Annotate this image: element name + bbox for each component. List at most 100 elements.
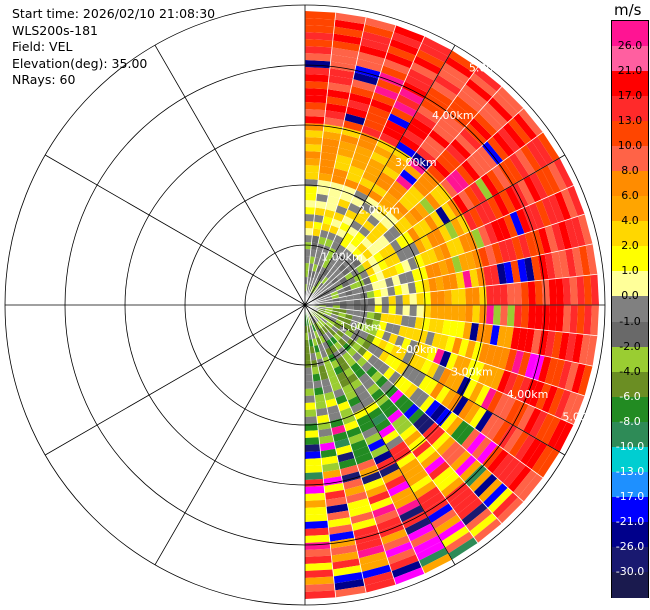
elevation-label: Elevation(deg): 35.00	[12, 55, 148, 71]
velocity-gate	[333, 333, 342, 342]
velocity-gate	[328, 411, 342, 422]
velocity-gate	[313, 315, 320, 322]
colorbar-segment	[612, 196, 648, 222]
velocity-gate	[323, 209, 336, 219]
velocity-gate	[452, 396, 469, 417]
velocity-gate	[305, 451, 322, 459]
velocity-gate	[326, 262, 334, 272]
velocity-gate	[402, 294, 410, 305]
velocity-gate	[384, 243, 396, 256]
velocity-gate	[465, 287, 473, 305]
velocity-gate	[395, 249, 408, 263]
velocity-gate	[325, 496, 348, 507]
velocity-gate	[316, 312, 324, 318]
velocity-gate	[378, 247, 390, 260]
velocity-gate	[354, 145, 374, 158]
velocity-gate	[524, 328, 535, 354]
velocity-gate	[329, 68, 355, 80]
velocity-gate	[403, 403, 420, 420]
velocity-gate	[343, 367, 355, 378]
velocity-gate	[409, 305, 417, 317]
velocity-gate	[504, 348, 518, 373]
velocity-gate	[375, 270, 385, 282]
velocity-gate	[489, 264, 500, 286]
velocity-gate	[350, 85, 375, 99]
velocity-gate	[413, 55, 442, 75]
velocity-gate	[305, 506, 327, 515]
colorbar-tick-label: -4.0	[619, 364, 641, 378]
velocity-gate	[436, 471, 460, 492]
velocity-gate	[585, 334, 598, 367]
velocity-gate	[496, 216, 512, 241]
velocity-gate	[305, 527, 330, 536]
velocity-gate	[305, 492, 326, 501]
velocity-gate	[439, 350, 452, 368]
colorbar-tick-label: 6.0	[621, 189, 639, 203]
velocity-gate	[387, 186, 404, 201]
velocity-gate	[346, 337, 356, 348]
velocity-gate	[337, 451, 355, 463]
velocity-gate	[319, 229, 329, 239]
velocity-gate	[445, 531, 474, 554]
velocity-gate	[364, 283, 374, 292]
velocity-gate	[357, 389, 371, 402]
velocity-gate	[305, 374, 314, 382]
velocity-gate	[361, 170, 379, 184]
velocity-gate	[329, 265, 338, 274]
velocity-gate	[408, 242, 421, 257]
velocity-gate	[370, 444, 389, 459]
velocity-gate	[577, 364, 593, 396]
velocity-gate	[338, 458, 357, 470]
velocity-gate	[462, 379, 478, 400]
azimuth-line	[304, 304, 566, 456]
azimuth-line	[304, 44, 456, 306]
velocity-gate	[305, 479, 325, 487]
velocity-gate	[326, 89, 351, 100]
velocity-gate	[400, 259, 412, 273]
velocity-gate	[327, 319, 336, 326]
velocity-gate	[408, 353, 421, 368]
velocity-gate	[480, 413, 499, 437]
velocity-gate	[305, 381, 314, 389]
velocity-gate	[344, 113, 366, 126]
colorbar-segment	[612, 396, 648, 423]
velocity-gate	[305, 53, 332, 62]
velocity-gate	[371, 263, 382, 274]
velocity-gate	[571, 363, 586, 394]
velocity-gate	[465, 507, 493, 532]
velocity-gate	[309, 310, 315, 317]
velocity-gate	[487, 136, 509, 161]
velocity-gate	[438, 259, 449, 276]
velocity-gate	[305, 74, 330, 83]
velocity-gate	[450, 420, 470, 441]
velocity-gate	[364, 401, 380, 415]
velocity-gate	[318, 298, 326, 303]
velocity-gate	[389, 38, 419, 56]
velocity-gate	[370, 388, 385, 402]
velocity-gate	[376, 138, 396, 154]
velocity-gate	[424, 135, 446, 155]
velocity-gate	[315, 407, 329, 417]
velocity-gate	[383, 403, 399, 419]
colorbar-segment	[612, 221, 648, 247]
velocity-gate	[462, 321, 473, 340]
velocity-gate	[431, 261, 442, 278]
velocity-gate	[354, 452, 374, 465]
velocity-gate	[366, 214, 380, 227]
velocity-gate	[337, 254, 348, 264]
velocity-gate	[350, 439, 368, 452]
colorbar-segment	[612, 146, 648, 172]
velocity-gate	[363, 24, 394, 39]
velocity-gate	[348, 165, 365, 178]
velocity-gate	[403, 211, 419, 227]
velocity-gate	[409, 206, 424, 223]
velocity-gate	[514, 434, 536, 462]
velocity-gate	[365, 484, 388, 499]
velocity-gate	[359, 291, 368, 300]
velocity-gate	[506, 283, 515, 305]
velocity-gate	[393, 393, 410, 410]
velocity-gate	[353, 299, 361, 305]
velocity-gate	[424, 497, 450, 518]
velocity-gate	[430, 305, 438, 319]
velocity-gate	[352, 293, 361, 300]
